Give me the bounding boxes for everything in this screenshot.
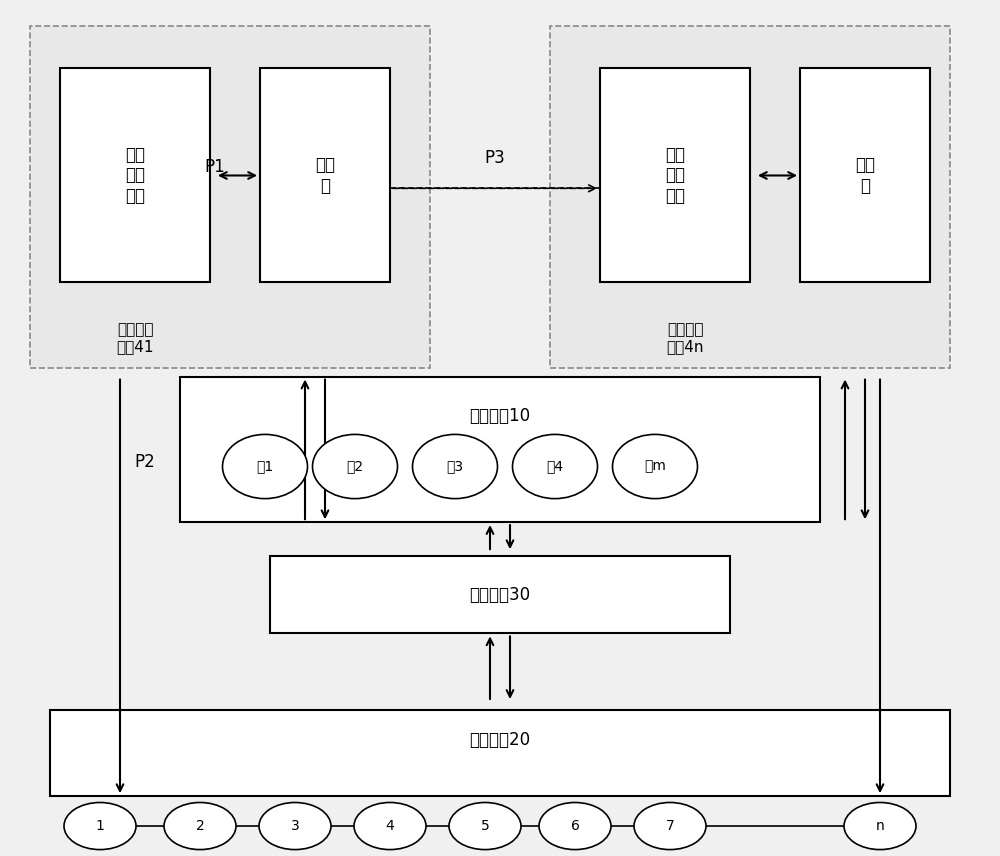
Text: 转发
表: 转发 表 [855,156,875,195]
Text: 捨1: 捨1 [256,460,274,473]
Ellipse shape [64,803,136,849]
Text: 1: 1 [96,819,104,833]
Text: 虚拟
控制
组件: 虚拟 控制 组件 [665,146,685,205]
Ellipse shape [222,435,308,498]
Text: 虚拟网络
设备4n: 虚拟网络 设备4n [666,322,704,354]
Text: 捨2: 捨2 [346,460,364,473]
Text: 转发组件10: 转发组件10 [469,407,531,425]
Text: 核m: 核m [644,460,666,473]
Bar [550,26,950,368]
Text: 5: 5 [481,819,489,833]
Bar [50,710,950,796]
Text: 7: 7 [666,819,674,833]
Text: 4: 4 [386,819,394,833]
Text: P1: P1 [205,158,225,176]
Bar [800,68,930,282]
Ellipse shape [413,435,498,498]
Bar [180,377,820,522]
Text: 2: 2 [196,819,204,833]
Ellipse shape [634,803,706,849]
Bar [270,556,730,633]
Ellipse shape [612,435,698,498]
Ellipse shape [512,435,598,498]
Ellipse shape [449,803,521,849]
Text: n: n [876,819,884,833]
Text: 6: 6 [571,819,579,833]
Text: 捨4: 捨4 [546,460,564,473]
Text: 虚拟网络
设备41: 虚拟网络 设备41 [116,322,154,354]
Text: 虚拟
控制
组件: 虚拟 控制 组件 [125,146,145,205]
Ellipse shape [164,803,236,849]
Ellipse shape [354,803,426,849]
Bar [30,26,430,368]
Text: P3: P3 [485,149,505,168]
Text: 管理组件30: 管理组件30 [469,586,531,604]
Ellipse shape [312,435,398,498]
Text: 端口组件20: 端口组件20 [469,731,531,750]
Text: 3: 3 [291,819,299,833]
Text: 转发
表: 转发 表 [315,156,335,195]
Ellipse shape [844,803,916,849]
Ellipse shape [259,803,331,849]
Bar [60,68,210,282]
Ellipse shape [539,803,611,849]
Bar [600,68,750,282]
Text: 捨3: 捨3 [446,460,464,473]
Bar [260,68,390,282]
Text: P2: P2 [135,453,155,472]
